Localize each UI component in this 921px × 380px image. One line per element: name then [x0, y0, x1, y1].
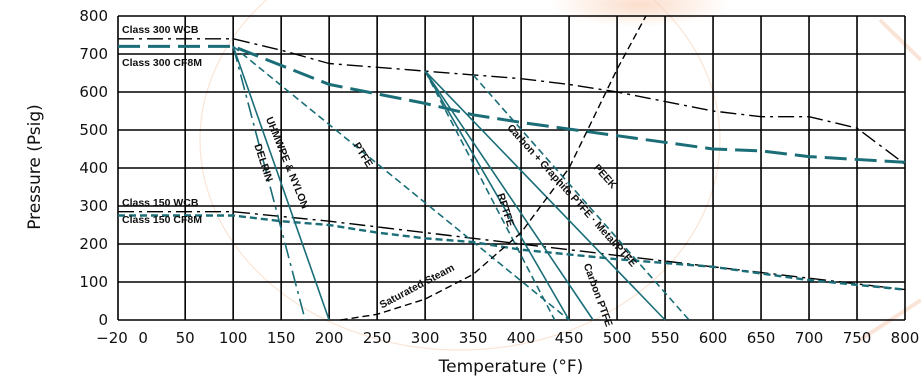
series-label: Carbon + Graphite PTFE · Metal/PTFE	[504, 122, 638, 269]
x-tick-label: 200	[315, 329, 344, 347]
x-tick-label: 450	[555, 329, 584, 347]
series-label: Saturated Steam	[378, 262, 457, 312]
x-tick-label: 300	[411, 329, 440, 347]
y-tick-label: 600	[79, 83, 108, 101]
x-axis-title: Temperature (°F)	[438, 357, 584, 377]
x-tick-label: 50	[176, 329, 195, 347]
series-line	[232, 45, 570, 321]
data-series	[118, 15, 906, 321]
series-line	[118, 44, 906, 164]
y-tick-label: 400	[79, 159, 108, 177]
series-line	[340, 15, 647, 321]
grid	[117, 15, 906, 321]
x-tick-label: 0	[138, 329, 148, 347]
series-label: PEEK	[591, 162, 619, 192]
series-label: Class 300 WCB	[122, 24, 199, 36]
x-tick-label: 500	[603, 329, 632, 347]
tick-labels: −20 0 50 100 150 200 250 300 350 400 450 500 550 600 6…	[79, 7, 919, 347]
x-tick-label: 750	[843, 329, 872, 347]
x-tick-label: 800	[891, 329, 920, 347]
x-tick-label: 600	[699, 329, 728, 347]
x-tick-label: 100	[219, 329, 248, 347]
series-line	[424, 70, 556, 321]
x-tick-label: 250	[363, 329, 392, 347]
series-label: DELRIN	[251, 142, 274, 183]
x-tick-label: 700	[795, 329, 824, 347]
series-line	[424, 70, 570, 321]
series-line	[232, 46, 330, 321]
x-tick-label: −20	[96, 329, 128, 347]
y-tick-label: 700	[79, 45, 108, 63]
series-line	[424, 70, 666, 321]
series-line	[118, 210, 906, 291]
series-label: Class 150 WCB	[122, 197, 199, 209]
x-tick-label: 650	[747, 329, 776, 347]
x-tick-label: 350	[459, 329, 488, 347]
y-tick-label: 100	[79, 273, 108, 291]
x-tick-label: 150	[267, 329, 296, 347]
x-tick-label: 550	[651, 329, 680, 347]
y-tick-label: 0	[98, 311, 108, 329]
series-label: Class 150 CF8M	[122, 214, 202, 226]
series-line	[118, 38, 906, 165]
y-tick-label: 300	[79, 197, 108, 215]
y-tick-label: 500	[79, 121, 108, 139]
series-line	[118, 214, 906, 291]
series-label: Class 300 CF8M	[122, 57, 202, 69]
y-axis-title: Pressure (Psig)	[25, 104, 45, 230]
series-line	[424, 70, 594, 321]
x-tick-label: 400	[507, 329, 536, 347]
y-tick-label: 800	[79, 7, 108, 25]
series-label: PTFE	[351, 140, 375, 169]
y-tick-label: 200	[79, 235, 108, 253]
series-line	[232, 46, 306, 321]
